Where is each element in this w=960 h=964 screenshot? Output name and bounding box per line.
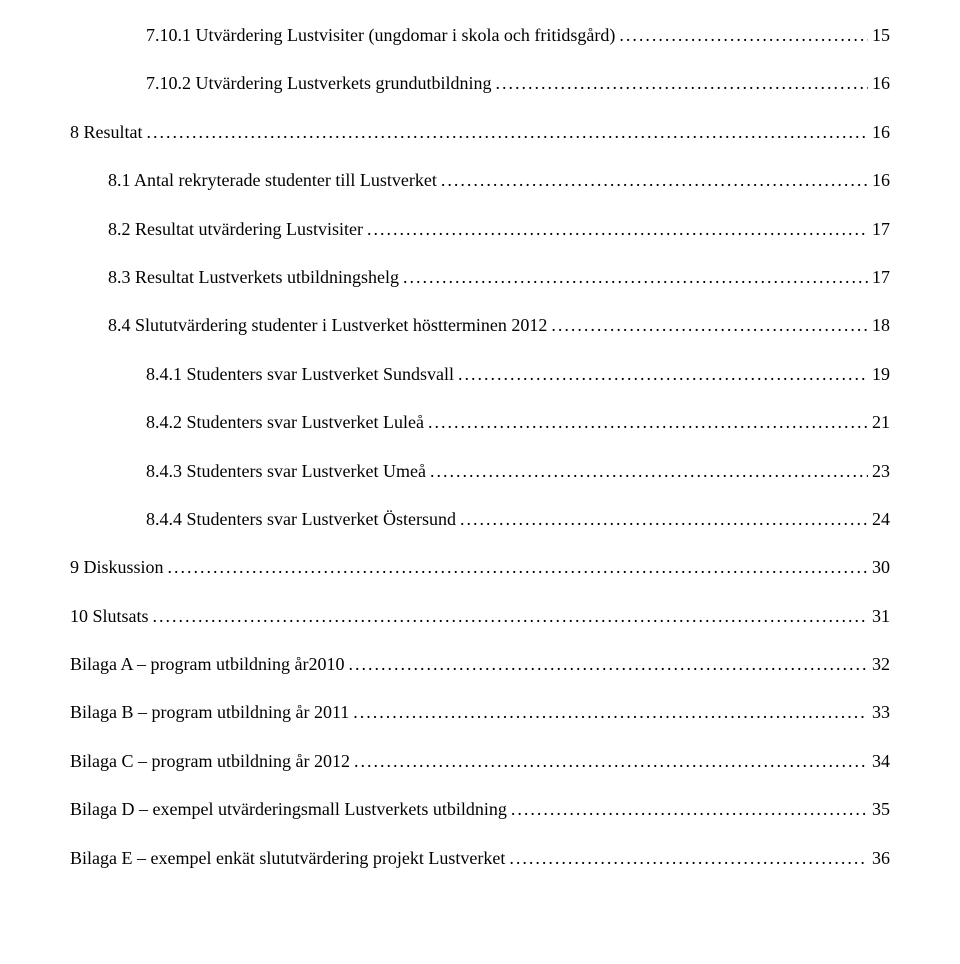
toc-entry: 8.4.4 Studenters svar Lustverket Östersu… — [70, 508, 890, 531]
toc-page-number: 36 — [872, 847, 890, 870]
toc-page-number: 24 — [872, 508, 890, 531]
toc-page-number: 35 — [872, 798, 890, 821]
toc-entry: 8.2 Resultat utvärdering Lustvisiter 17 — [70, 218, 890, 241]
toc-page-number: 31 — [872, 605, 890, 628]
toc-leader-dots — [460, 508, 868, 531]
toc-label: Bilaga C – program utbildning år 2012 — [70, 750, 350, 773]
toc-label: 8.4.4 Studenters svar Lustverket Östersu… — [146, 508, 456, 531]
toc-page-number: 16 — [872, 72, 890, 95]
toc-leader-dots — [458, 363, 868, 386]
toc-page-number: 16 — [872, 121, 890, 144]
toc-page-number: 17 — [872, 266, 890, 289]
toc-label: 8.4.2 Studenters svar Lustverket Luleå — [146, 411, 424, 434]
toc-entry: 9 Diskussion 30 — [70, 556, 890, 579]
toc-label: 8.4.3 Studenters svar Lustverket Umeå — [146, 460, 426, 483]
toc-leader-dots — [441, 169, 868, 192]
toc-entry: 8.1 Antal rekryterade studenter till Lus… — [70, 169, 890, 192]
toc-entry: 8.4.3 Studenters svar Lustverket Umeå 23 — [70, 460, 890, 483]
toc-label: Bilaga A – program utbildning år2010 — [70, 653, 344, 676]
toc-entry: 8.4.2 Studenters svar Lustverket Luleå 21 — [70, 411, 890, 434]
toc-entry: 7.10.1 Utvärdering Lustvisiter (ungdomar… — [70, 24, 890, 47]
toc-leader-dots — [619, 24, 868, 47]
toc-page-number: 15 — [872, 24, 890, 47]
toc-entry: Bilaga B – program utbildning år 2011 33 — [70, 701, 890, 724]
toc-label: 8.4.1 Studenters svar Lustverket Sundsva… — [146, 363, 454, 386]
toc-leader-dots — [428, 411, 868, 434]
toc-entry: 8 Resultat 16 — [70, 121, 890, 144]
toc-leader-dots — [551, 314, 868, 337]
toc-entry: 7.10.2 Utvärdering Lustverkets grundutbi… — [70, 72, 890, 95]
toc-page-number: 21 — [872, 411, 890, 434]
toc-label: 8.2 Resultat utvärdering Lustvisiter — [108, 218, 363, 241]
toc-entry: Bilaga E – exempel enkät slututvärdering… — [70, 847, 890, 870]
toc-page-number: 17 — [872, 218, 890, 241]
toc-leader-dots — [147, 121, 869, 144]
toc-label: Bilaga B – program utbildning år 2011 — [70, 701, 349, 724]
toc-entry: 8.3 Resultat Lustverkets utbildningshelg… — [70, 266, 890, 289]
toc-label: 9 Diskussion — [70, 556, 164, 579]
toc-page-number: 34 — [872, 750, 890, 773]
toc-label: 7.10.2 Utvärdering Lustverkets grundutbi… — [146, 72, 491, 95]
toc-leader-dots — [367, 218, 868, 241]
toc-page-number: 32 — [872, 653, 890, 676]
toc-page-number: 33 — [872, 701, 890, 724]
toc-page-number: 16 — [872, 169, 890, 192]
toc-leader-dots — [509, 847, 868, 870]
toc-leader-dots — [168, 556, 868, 579]
toc-leader-dots — [403, 266, 868, 289]
toc-label: 8.4 Slututvärdering studenter i Lustverk… — [108, 314, 547, 337]
toc-entry: 10 Slutsats 31 — [70, 605, 890, 628]
toc-page-number: 19 — [872, 363, 890, 386]
toc-page-number: 30 — [872, 556, 890, 579]
toc-label: 8.3 Resultat Lustverkets utbildningshelg — [108, 266, 399, 289]
toc-entry: Bilaga A – program utbildning år2010 32 — [70, 653, 890, 676]
toc-leader-dots — [430, 460, 868, 483]
toc-leader-dots — [354, 750, 868, 773]
toc-label: 8.1 Antal rekryterade studenter till Lus… — [108, 169, 437, 192]
toc-label: 7.10.1 Utvärdering Lustvisiter (ungdomar… — [146, 24, 615, 47]
toc-label: Bilaga D – exempel utvärderingsmall Lust… — [70, 798, 507, 821]
toc-label: 10 Slutsats — [70, 605, 149, 628]
toc-entry: Bilaga D – exempel utvärderingsmall Lust… — [70, 798, 890, 821]
toc-leader-dots — [495, 72, 868, 95]
toc-page-number: 18 — [872, 314, 890, 337]
toc-entry: Bilaga C – program utbildning år 2012 34 — [70, 750, 890, 773]
table-of-contents: 7.10.1 Utvärdering Lustvisiter (ungdomar… — [70, 24, 890, 870]
toc-leader-dots — [511, 798, 868, 821]
toc-label: Bilaga E – exempel enkät slututvärdering… — [70, 847, 505, 870]
toc-entry: 8.4.1 Studenters svar Lustverket Sundsva… — [70, 363, 890, 386]
toc-leader-dots — [353, 701, 868, 724]
toc-leader-dots — [348, 653, 868, 676]
toc-label: 8 Resultat — [70, 121, 143, 144]
toc-entry: 8.4 Slututvärdering studenter i Lustverk… — [70, 314, 890, 337]
toc-leader-dots — [153, 605, 868, 628]
toc-page-number: 23 — [872, 460, 890, 483]
